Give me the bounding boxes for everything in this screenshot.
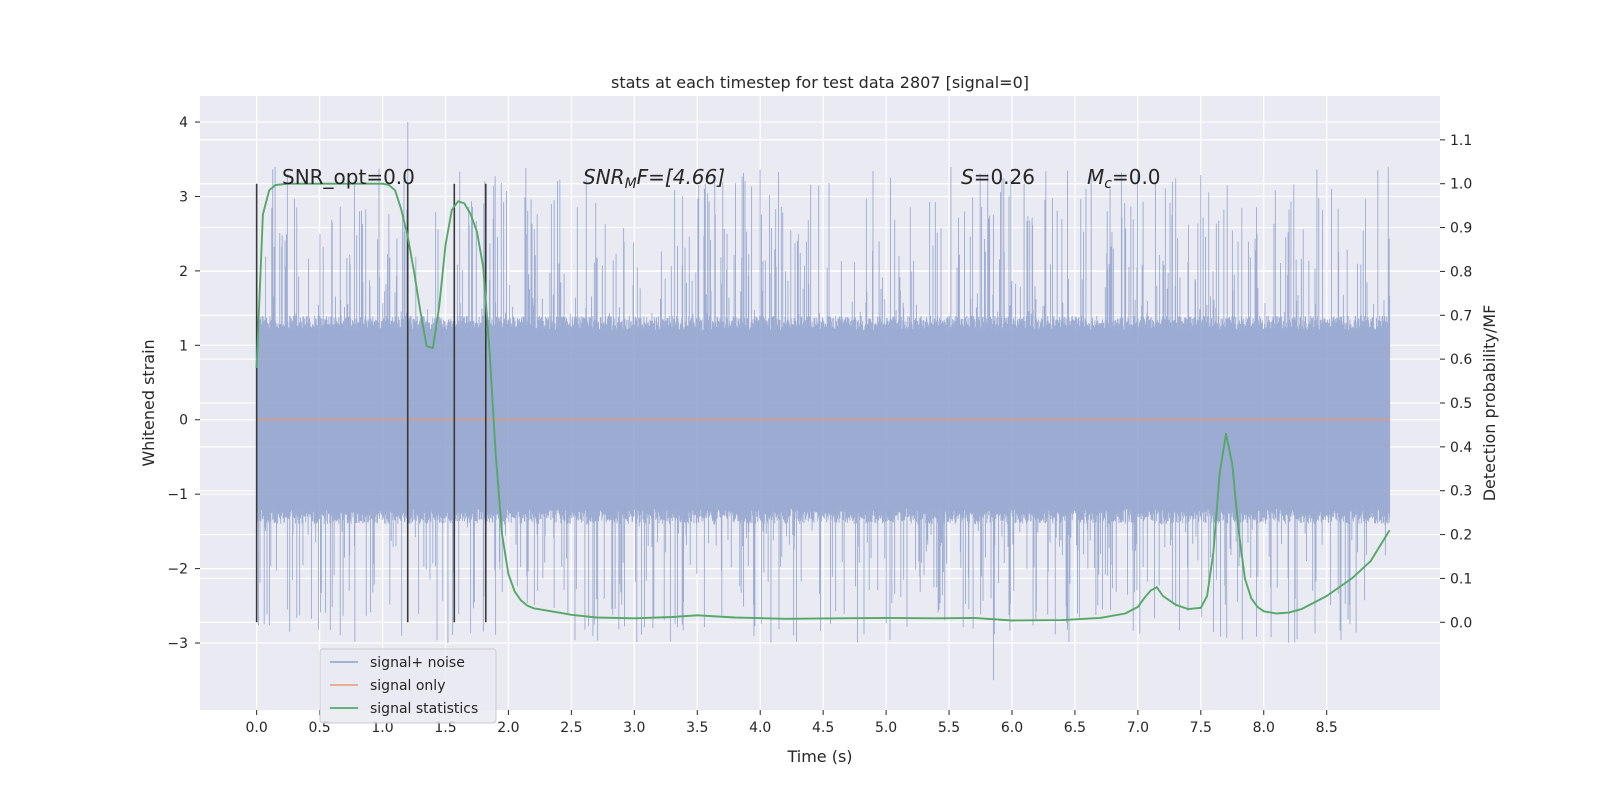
x-tick-label: 3.0: [623, 720, 645, 736]
y-right-tick-label: 0.4: [1450, 440, 1472, 456]
y-right-tick-label: 0.8: [1450, 264, 1472, 280]
legend-box: [319, 648, 497, 724]
legend-label-signal-statistics: signal statistics: [370, 701, 478, 717]
y-right-tick-label: 0.7: [1450, 308, 1472, 324]
annotation-s-var: S: [961, 165, 974, 189]
annotation-s-rest: =0.26: [974, 165, 1035, 189]
signal-statistics-line: [255, 182, 1391, 622]
x-tick-label: 8.5: [1316, 720, 1338, 736]
x-tick-label: 4.5: [812, 720, 834, 736]
x-axis-label: Time (s): [786, 747, 852, 766]
x-tick-label: 6.0: [1001, 720, 1023, 736]
vertical-markers: [255, 183, 487, 623]
y-right-tick-label: 0.0: [1450, 615, 1472, 631]
annotation-mc-sub: c: [1104, 176, 1112, 192]
axes: 0.0 0.5 1.0 1.5 2.0 2.5 3.0 3.5 4.0 4.5 5.0 5.5 6.0 6…: [167, 115, 1472, 736]
y-tick-label: 2: [179, 264, 188, 280]
annotation-mc-rest: =0.0: [1112, 165, 1161, 189]
y-axis-label: Whitened strain: [139, 339, 158, 466]
x-tick-label: 5.0: [875, 720, 897, 736]
y-right-tick-label: 1.1: [1450, 133, 1472, 149]
x-tick-label: 2.0: [497, 720, 519, 736]
y-tick-label: −3: [167, 636, 188, 652]
x-tick-label: 6.5: [1064, 720, 1086, 736]
y-right-tick-label: 1.0: [1450, 177, 1472, 193]
annotation-snr-opt: SNR_opt=0.0: [282, 165, 415, 189]
y-tick-label: 0: [179, 413, 188, 429]
x-tick-label: 1.0: [371, 720, 393, 736]
annotation-snr-mf-sub: M: [625, 176, 637, 192]
annotation-mc: Mc=0.0: [1087, 165, 1161, 192]
signal-statistics-series: [255, 182, 1391, 622]
legend-label-signal-only: signal only: [370, 678, 445, 694]
x-tick-label: 4.0: [749, 720, 771, 736]
x-tick-label: 7.0: [1127, 720, 1149, 736]
y-tick-label: 1: [179, 338, 188, 354]
annotation-snr-mf: SNRMF=[4.66]: [583, 165, 725, 192]
y-tick-label: 3: [179, 189, 188, 205]
annotation-snr-mf-rest: F=[4.66]: [637, 165, 725, 189]
x-tick-label: 2.5: [560, 720, 582, 736]
y-right-tick-label: 0.1: [1450, 571, 1472, 587]
y-axis-right-label: Detection probability/MF: [1480, 305, 1499, 502]
legend: signal+ noise signal only signal statist…: [319, 648, 497, 724]
y-right-tick-label: 0.5: [1450, 396, 1472, 412]
annotation-mc-var: M: [1087, 165, 1104, 189]
x-tick-label: 3.5: [686, 720, 708, 736]
chart-title: stats at each timestep for test data 280…: [611, 73, 1029, 92]
y-right-tick-label: 0.6: [1450, 352, 1472, 368]
y-right-tick-label: 0.3: [1450, 484, 1472, 500]
x-tick-label: 1.5: [434, 720, 456, 736]
x-tick-label: 7.5: [1190, 720, 1212, 736]
y-tick-label: −2: [167, 562, 188, 578]
y-right-tick-label: 0.9: [1450, 221, 1472, 237]
x-tick-label: 5.5: [938, 720, 960, 736]
x-tick-label: 8.0: [1253, 720, 1275, 736]
annotation-snr-mf-main: SNR: [583, 165, 625, 189]
x-tick-label: 0.5: [308, 720, 330, 736]
legend-label-signal-noise: signal+ noise: [370, 655, 465, 671]
x-tick-label: 0.0: [246, 720, 268, 736]
annotation-s: S=0.26: [961, 165, 1035, 189]
y-tick-label: −1: [167, 487, 188, 503]
y-right-tick-label: 0.2: [1450, 528, 1472, 544]
y-tick-label: 4: [179, 115, 188, 131]
